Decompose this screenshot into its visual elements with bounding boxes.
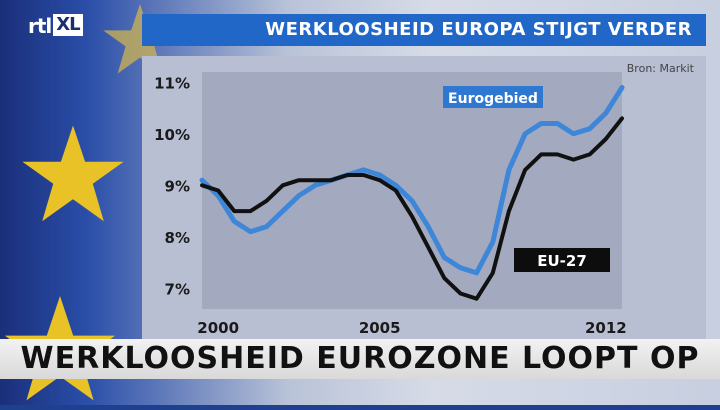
lower-third-banner: WERKLOOSHEID EUROZONE LOOPT OP xyxy=(0,339,720,379)
y-tick-label: 9% xyxy=(165,177,190,195)
legend-eurogebied-label: Eurogebied xyxy=(448,91,538,107)
y-tick-label: 10% xyxy=(154,126,190,144)
source-note: Bron: Markit xyxy=(627,62,695,75)
lower-third-text: WERKLOOSHEID EUROZONE LOOPT OP xyxy=(20,341,700,376)
chart-title-bar: WERKLOOSHEID EUROPA STIJGT VERDER xyxy=(142,14,706,46)
y-tick-label: 11% xyxy=(154,74,190,92)
chart-title: WERKLOOSHEID EUROPA STIJGT VERDER xyxy=(265,19,692,40)
logo-box: XL xyxy=(53,14,83,36)
series-line-eurogebied xyxy=(199,85,625,276)
rtl-xl-logo: rtl XL xyxy=(28,14,110,40)
y-tick-label: 7% xyxy=(165,280,190,298)
legend-eurogebied-box xyxy=(443,86,543,108)
series-line-eu27 xyxy=(200,116,624,301)
y-tick-label: 8% xyxy=(165,229,190,247)
legend-eu27-label: EU-27 xyxy=(537,252,587,270)
x-tick-label: 2012 xyxy=(585,319,627,337)
x-tick-label: 2000 xyxy=(197,319,239,337)
logo-text: rtl xyxy=(28,14,52,38)
star-icon xyxy=(22,125,124,222)
x-tick-label: 2005 xyxy=(359,319,401,337)
legend-eu27-box xyxy=(514,248,610,272)
plot-area xyxy=(202,72,622,309)
star-icon xyxy=(103,4,177,74)
